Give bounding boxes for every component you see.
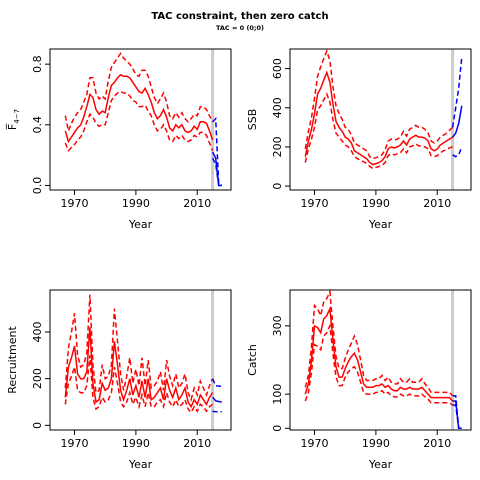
fbar-projection-median [211, 151, 222, 187]
recruitment-projection-upper [211, 378, 222, 387]
recruitment-y-tick-label: 200 [31, 368, 44, 389]
catch-historic-lower [304, 323, 454, 406]
ssb-x-tick-label: 1970 [301, 197, 329, 210]
catch-plot-frame [289, 289, 472, 431]
ssb-projection-lower [452, 146, 463, 158]
chart-title: TAC constraint, then zero catch [151, 11, 329, 22]
catch-x-tick-label: 1970 [301, 437, 329, 450]
fbar-x-axis-label: Year [128, 218, 153, 231]
ssb-x-tick-label: 1990 [362, 197, 390, 210]
catch-historic-median [304, 305, 454, 402]
fbar-panel: 1970 1990 2010 Year 0.0 0.4 0.8 F̅4−7 [6, 48, 232, 231]
fbar-y-axis-label-subscript: 4−7 [13, 109, 21, 124]
recruitment-y-tick-label: 0 [31, 422, 44, 429]
recruitment-plot-frame [49, 289, 232, 431]
catch-x-tick-label: 1990 [362, 437, 390, 450]
ssb-y-tick-label: 400 [271, 97, 284, 118]
catch-x-tick-label: 2010 [423, 437, 451, 450]
catch-historic-upper [304, 288, 454, 397]
recruitment-x-tick-label: 2010 [183, 437, 211, 450]
ssb-historic-upper [304, 48, 454, 160]
recruitment-x-tick-label: 1990 [122, 437, 150, 450]
recruitment-historic-upper [64, 294, 214, 402]
ssb-historic-lower [304, 92, 453, 170]
recruitment-x-tick-label: 1970 [61, 437, 89, 450]
catch-y-axis-label: Catch [246, 344, 259, 376]
recruitment-y-tick-label: 400 [31, 322, 44, 343]
ssb-y-axis-label: SSB [246, 109, 259, 131]
fbar-plot-frame [49, 48, 232, 191]
recruitment-panel: 1970 1990 2010 Year 0 200 400 Recruitment [6, 289, 232, 471]
recruitment-y-axis-label: Recruitment [6, 326, 19, 394]
ssb-historic-median [304, 70, 454, 166]
catch-y-tick-label: 100 [271, 384, 284, 405]
ssb-projection-upper [451, 56, 463, 128]
catch-x-axis-label: Year [368, 458, 393, 471]
fbar-y-axis-label: F̅4−7 [6, 109, 21, 130]
recruitment-projection-median [212, 396, 222, 403]
recruitment-historic-lower [64, 355, 214, 414]
fbar-projection-upper [212, 116, 223, 187]
fbar-y-tick-label: 0.4 [31, 116, 44, 134]
fbar-historic-lower [64, 90, 214, 152]
ssb-x-axis-label: Year [368, 218, 393, 231]
chart-subtitle: TAC = 0 (0;0) [215, 24, 265, 32]
recruitment-x-axis-label: Year [128, 458, 153, 471]
ssb-y-tick-label: 600 [271, 58, 284, 79]
ssb-plot-frame [289, 48, 472, 191]
fbar-y-tick-label: 0.8 [31, 55, 44, 73]
catch-y-tick-label: 0 [271, 425, 284, 432]
fbar-x-tick-label: 1970 [61, 197, 89, 210]
ssb-projection-median [452, 105, 463, 138]
fbar-x-tick-label: 1990 [122, 197, 150, 210]
recruitment-projection-lower [212, 410, 222, 413]
catch-y-tick-label: 300 [271, 315, 284, 336]
recruitment-historic-median [64, 327, 214, 409]
fbar-historic-median [64, 73, 214, 144]
catch-panel: 1970 1990 2010 Year 0 100 300 Catch [246, 288, 472, 471]
fbar-y-tick-label: 0.0 [31, 177, 44, 195]
ssb-x-tick-label: 2010 [423, 197, 451, 210]
ssb-y-tick-label: 0 [271, 183, 284, 190]
ssb-panel: 1970 1990 2010 Year 0 200 400 600 SSB [246, 48, 472, 231]
fbar-historic-upper [64, 52, 214, 134]
fbar-x-tick-label: 2010 [183, 197, 211, 210]
ssb-y-tick-label: 200 [271, 136, 284, 157]
catch-projection-median [452, 400, 462, 430]
